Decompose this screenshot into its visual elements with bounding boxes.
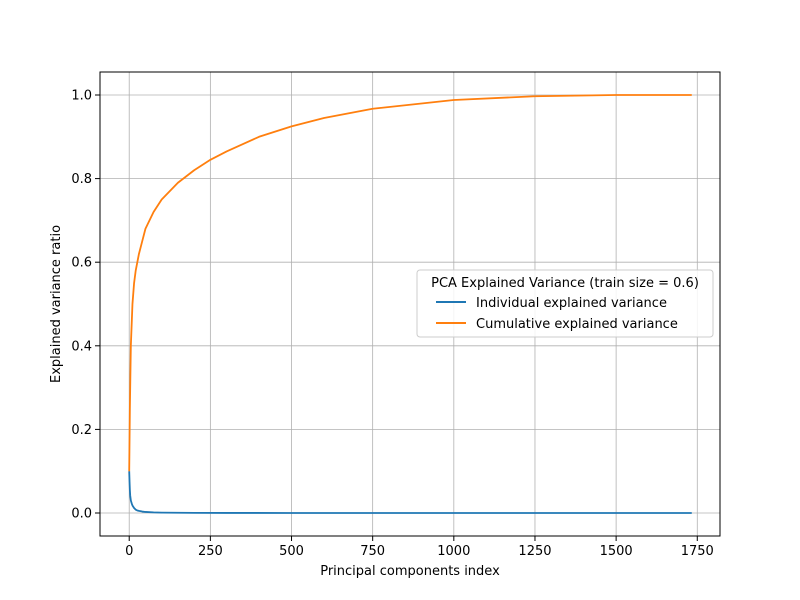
y-axis-label: Explained variance ratio xyxy=(49,225,64,383)
x-tick-label: 750 xyxy=(360,544,385,559)
x-tick-label: 1750 xyxy=(681,544,714,559)
y-tick-label: 0.0 xyxy=(71,507,92,522)
series-layer xyxy=(128,94,692,514)
x-tick-label: 0 xyxy=(125,544,133,559)
x-tick-label: 1500 xyxy=(600,544,633,559)
plot-frame xyxy=(99,71,721,537)
legend-title: PCA Explained Variance (train size = 0.6… xyxy=(431,276,699,291)
cumulative-variance-line xyxy=(128,94,692,472)
y-tick-label: 0.4 xyxy=(71,339,92,354)
legend-box xyxy=(416,269,714,338)
y-tick-label: 1.0 xyxy=(71,88,92,103)
y-tick-label: 0.2 xyxy=(71,423,92,438)
x-tick-label: 1250 xyxy=(518,544,551,559)
axis-ticks: 0 250 500 750 1000 1250 1500 1750 0.0 0.2 0.4 0.6 0.… xyxy=(71,88,714,559)
legend-label-individual: Individual explained variance xyxy=(476,296,667,311)
x-tick-label: 1000 xyxy=(437,544,470,559)
y-tick-label: 0.8 xyxy=(71,172,92,187)
legend: PCA Explained Variance (train size = 0.6… xyxy=(416,269,714,338)
x-tick-label: 500 xyxy=(279,544,304,559)
individual-variance-line xyxy=(128,471,692,514)
x-tick-label: 250 xyxy=(198,544,223,559)
x-axis-label: Principal components index xyxy=(320,564,500,579)
legend-label-cumulative: Cumulative explained variance xyxy=(476,317,678,332)
y-tick-label: 0.6 xyxy=(71,256,92,271)
